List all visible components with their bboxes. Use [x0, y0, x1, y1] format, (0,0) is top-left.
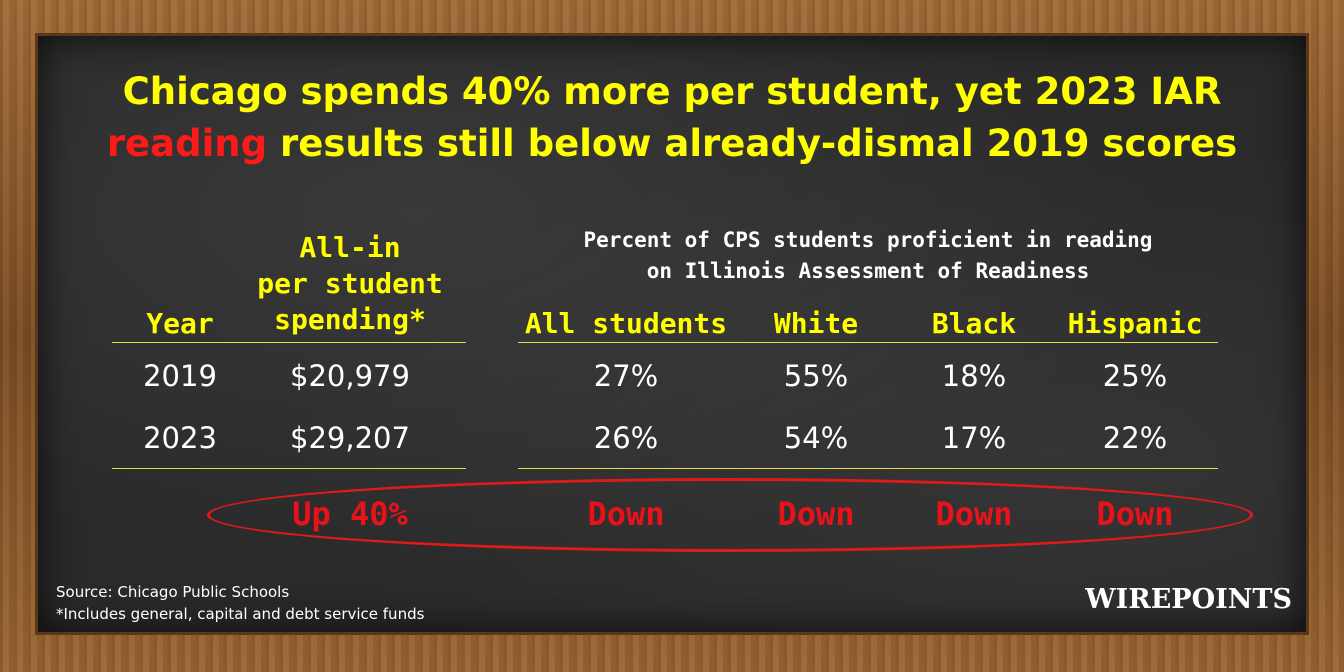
left-bottom-rule	[112, 468, 466, 469]
proficiency-subheader-line-2: on Illinois Assessment of Readiness	[646, 259, 1090, 283]
change-hispanic: Down	[1096, 495, 1174, 533]
group-header-black: Black	[931, 307, 1017, 340]
year-header: Year	[146, 307, 214, 340]
change-oval	[207, 478, 1253, 552]
row-2023-hispanic: 22%	[1102, 421, 1168, 455]
spending-header-line-3: spending*	[274, 303, 426, 336]
spending-header-line-1: All-in	[299, 231, 401, 264]
group-header-white: White	[773, 307, 859, 340]
change-black: Down	[935, 495, 1013, 533]
row-2019-white: 55%	[783, 359, 849, 393]
headline-line-1: Chicago spends 40% more per student, yet…	[122, 70, 1222, 113]
row-2019-year: 2019	[143, 359, 217, 393]
headline: Chicago spends 40% more per student, yet…	[38, 66, 1306, 170]
change-white: Down	[777, 495, 855, 533]
row-2023-spending: $29,207	[290, 421, 410, 455]
group-header-all-students: All students	[524, 307, 728, 340]
proficiency-subheader-line-1: Percent of CPS students proficient in re…	[583, 228, 1153, 252]
change-all-students: Down	[587, 495, 665, 533]
chalkboard: Chicago spends 40% more per student, yet…	[38, 36, 1306, 632]
change-spending: Up 40%	[292, 495, 408, 533]
row-2019-spending: $20,979	[290, 359, 410, 393]
row-2023-all-students: 26%	[593, 421, 659, 455]
row-2019-black: 18%	[941, 359, 1007, 393]
row-2019-hispanic: 25%	[1102, 359, 1168, 393]
left-header-rule	[112, 342, 466, 343]
group-header-hispanic: Hispanic	[1067, 307, 1203, 340]
row-2019-all-students: 27%	[593, 359, 659, 393]
headline-line-2: reading results still below already-dism…	[38, 118, 1306, 170]
proficiency-subheader: Percent of CPS students proficient in re…	[518, 225, 1218, 287]
spending-header-line-2: per student	[257, 267, 443, 300]
headline-line-2-rest: results still below already-dismal 2019 …	[267, 122, 1238, 165]
right-header-rule	[518, 342, 1218, 343]
row-2023-black: 17%	[941, 421, 1007, 455]
row-2023-year: 2023	[143, 421, 217, 455]
wirepoints-logo: WIREPOINTS	[1085, 584, 1292, 615]
footnote: *Includes general, capital and debt serv…	[56, 605, 425, 623]
row-2023-white: 54%	[783, 421, 849, 455]
headline-highlight: reading	[106, 122, 268, 165]
right-bottom-rule	[518, 468, 1218, 469]
spending-header: All-in per student spending*	[238, 230, 462, 338]
source-note: Source: Chicago Public Schools	[56, 583, 290, 601]
